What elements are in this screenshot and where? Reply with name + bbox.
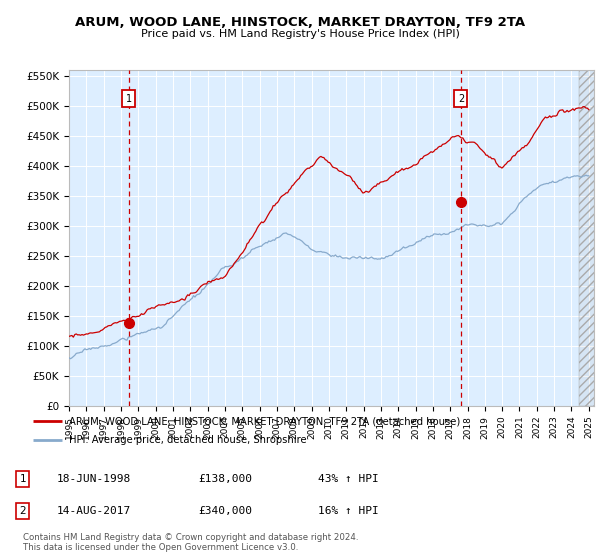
Bar	[579, 70, 596, 406]
Text: 43% ↑ HPI: 43% ↑ HPI	[318, 474, 379, 484]
Text: HPI: Average price, detached house, Shropshire: HPI: Average price, detached house, Shro…	[69, 435, 307, 445]
Text: This data is licensed under the Open Government Licence v3.0.: This data is licensed under the Open Gov…	[23, 543, 298, 552]
Text: 1: 1	[126, 94, 132, 104]
Text: £138,000: £138,000	[198, 474, 252, 484]
Text: 2: 2	[19, 506, 26, 516]
Text: £340,000: £340,000	[198, 506, 252, 516]
Text: 14-AUG-2017: 14-AUG-2017	[57, 506, 131, 516]
Text: 16% ↑ HPI: 16% ↑ HPI	[318, 506, 379, 516]
Text: 1: 1	[19, 474, 26, 484]
Text: Price paid vs. HM Land Registry's House Price Index (HPI): Price paid vs. HM Land Registry's House …	[140, 29, 460, 39]
Bar	[579, 70, 596, 406]
Text: 18-JUN-1998: 18-JUN-1998	[57, 474, 131, 484]
Text: ARUM, WOOD LANE, HINSTOCK, MARKET DRAYTON, TF9 2TA: ARUM, WOOD LANE, HINSTOCK, MARKET DRAYTO…	[75, 16, 525, 29]
Text: ARUM, WOOD LANE, HINSTOCK, MARKET DRAYTON, TF9 2TA (detached house): ARUM, WOOD LANE, HINSTOCK, MARKET DRAYTO…	[69, 417, 460, 426]
Text: 2: 2	[458, 94, 464, 104]
Text: Contains HM Land Registry data © Crown copyright and database right 2024.: Contains HM Land Registry data © Crown c…	[23, 533, 358, 542]
